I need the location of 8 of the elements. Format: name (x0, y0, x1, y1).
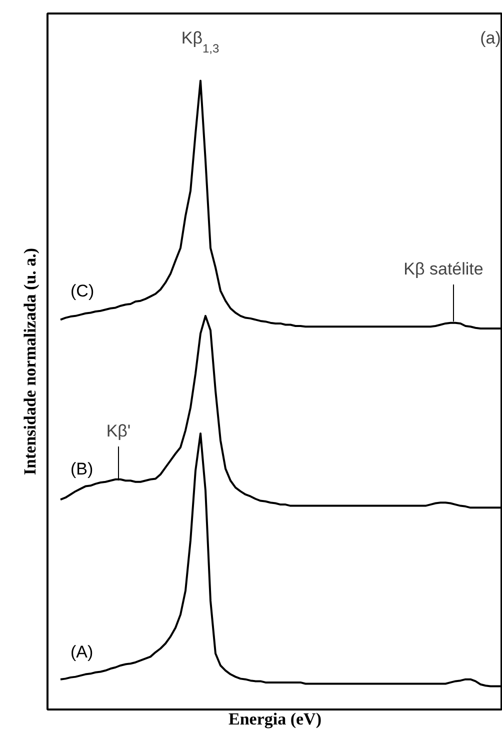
annotation: Kβ' (106, 422, 131, 440)
annotation: Kβ satélite (404, 260, 484, 278)
series-label: (C) (70, 282, 94, 301)
legend-label: (B) (70, 459, 94, 478)
y-axis-title: Intensidade normalizada (u. a.) (20, 248, 40, 476)
text: (a) (480, 28, 501, 48)
series-label: (A) (70, 642, 94, 662)
x-axis-title: Energia (eV) (228, 710, 322, 728)
